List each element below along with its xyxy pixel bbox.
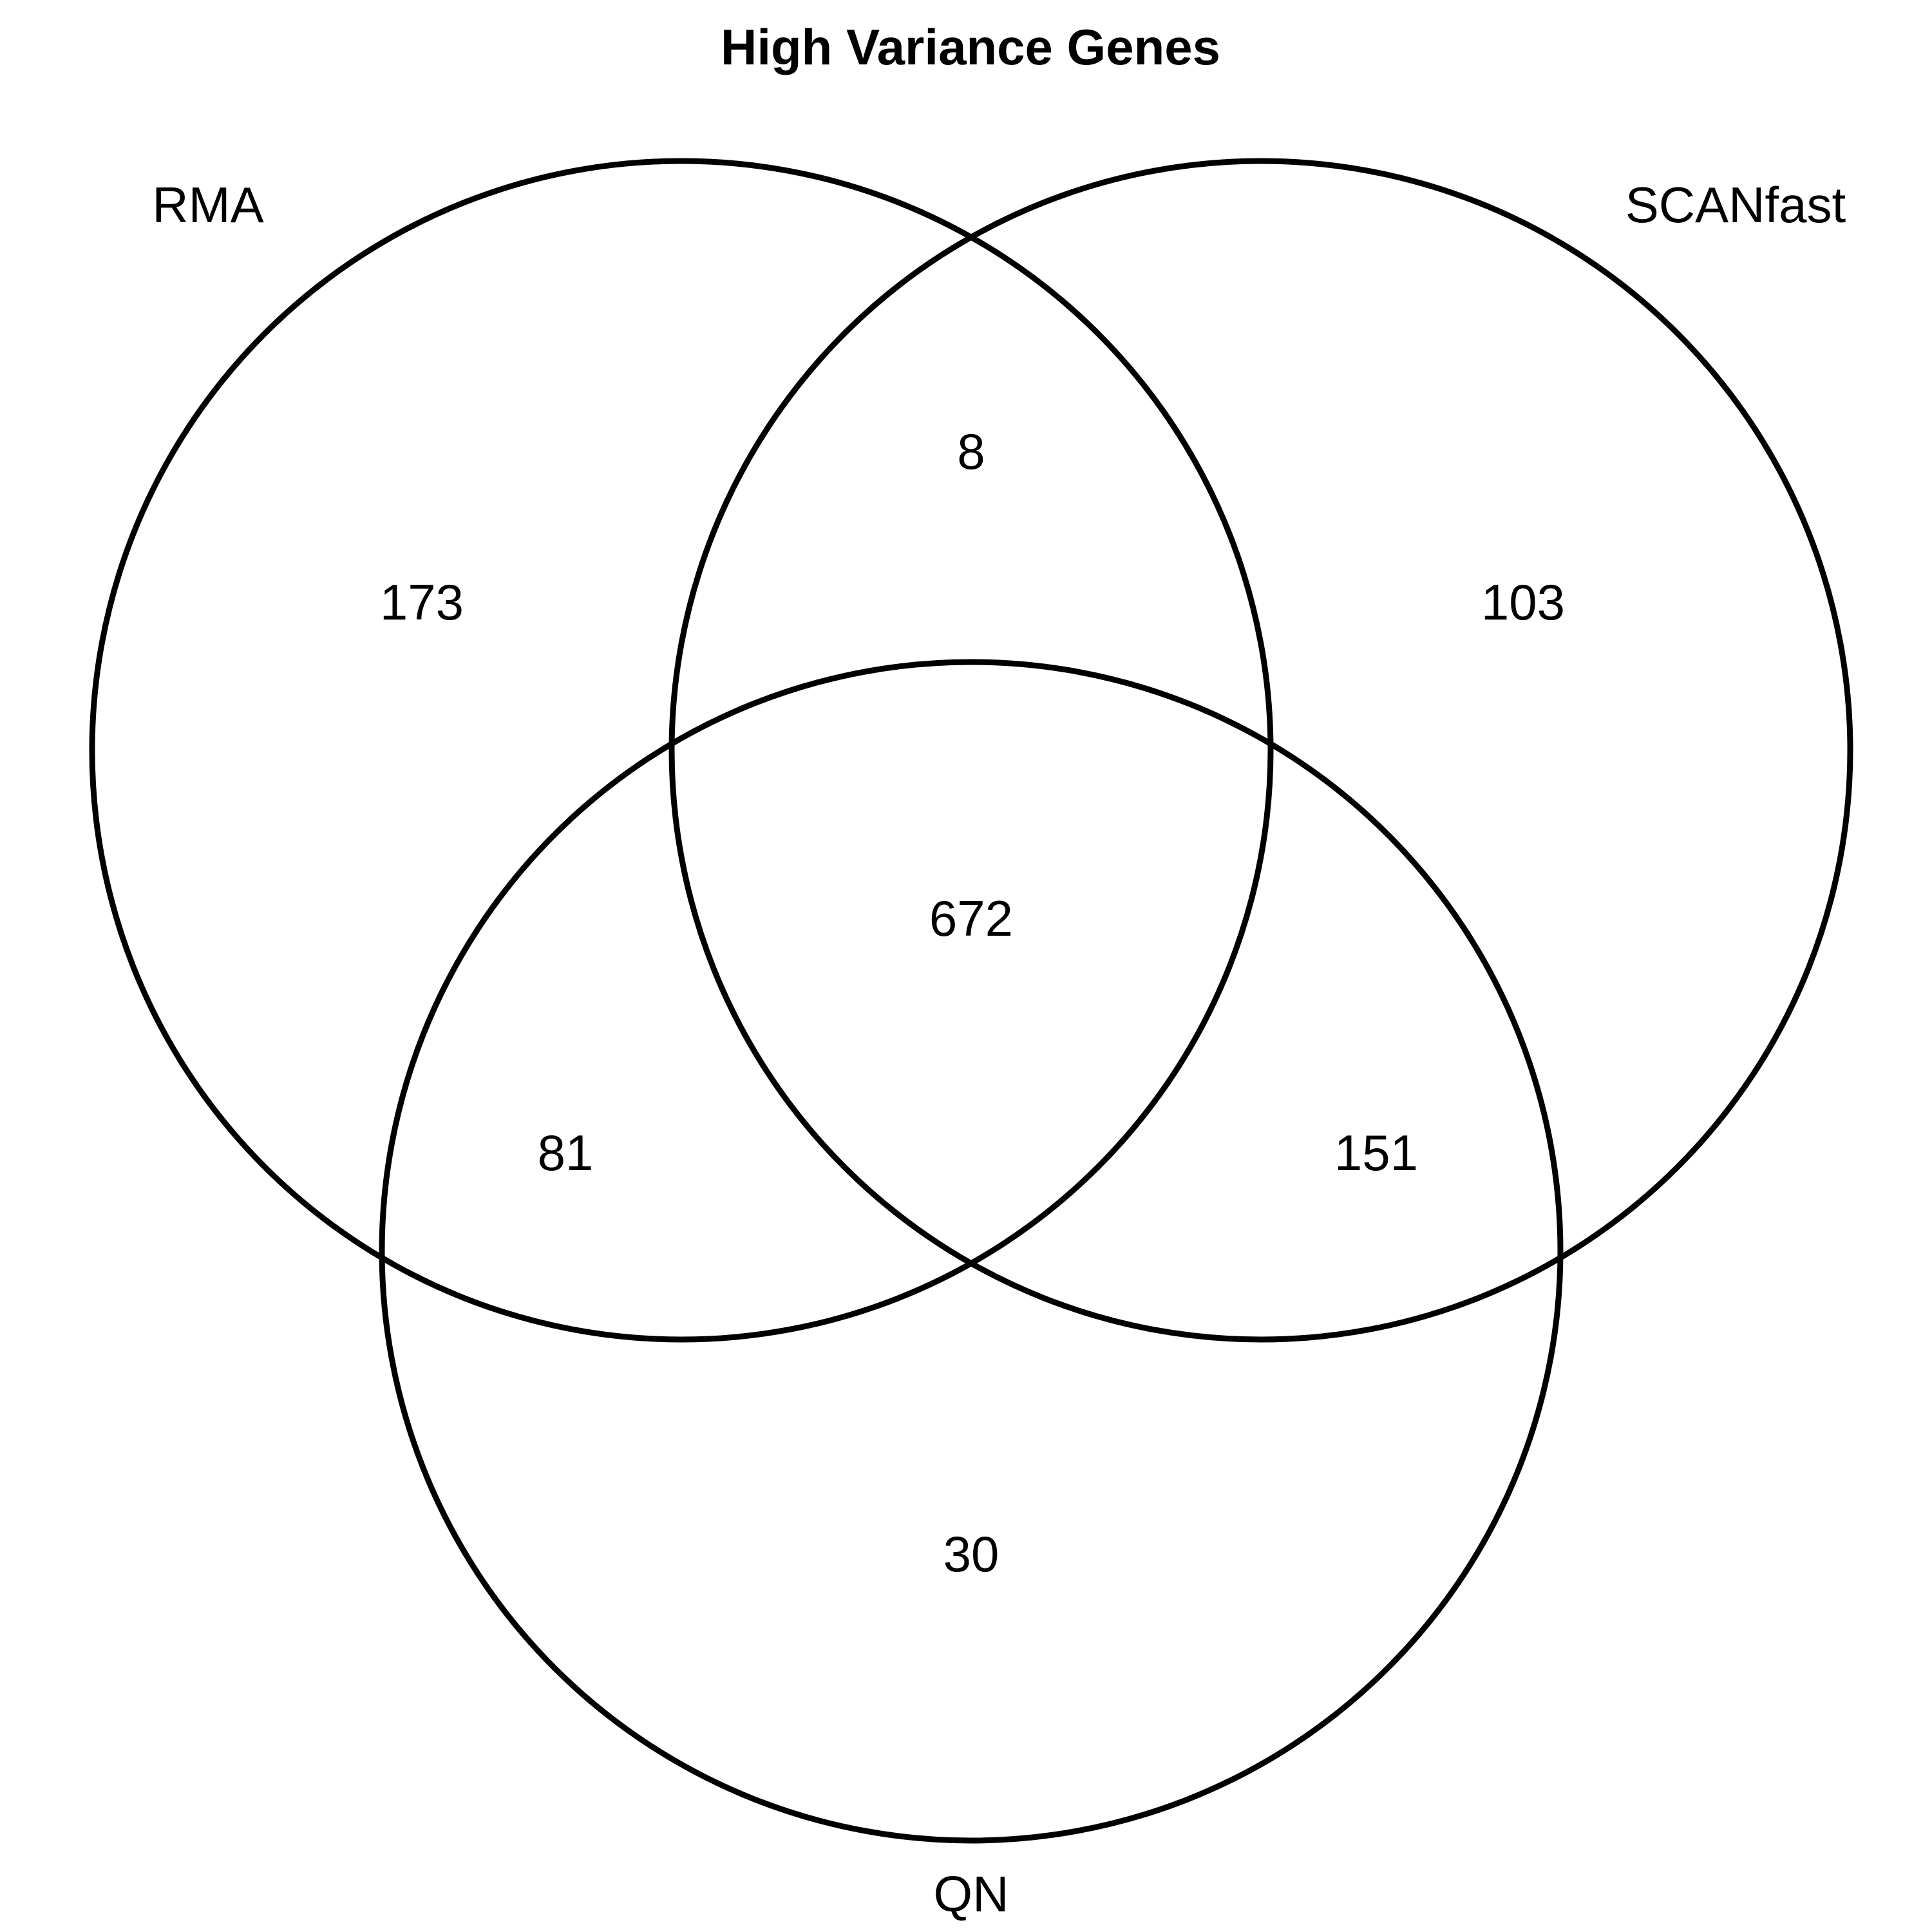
count-scanfast-only: 103 (1481, 574, 1565, 630)
count-rma-scanfast: 8 (957, 423, 985, 480)
count-qn-only: 30 (943, 1526, 999, 1582)
set-label-rma: RMA (152, 176, 263, 233)
set-label-scanfast: SCANfast (1625, 176, 1846, 233)
count-all-three: 672 (929, 890, 1013, 947)
count-scanfast-qn: 151 (1334, 1124, 1418, 1181)
circle-qn (379, 659, 1564, 1844)
circle-rma (89, 158, 1274, 1343)
circle-scanfast (668, 158, 1853, 1343)
count-rma-only: 173 (380, 574, 464, 630)
diagram-title: High Variance Genes (721, 19, 1220, 75)
set-label-qn: QN (934, 1866, 1009, 1922)
count-rma-qn: 81 (538, 1124, 594, 1181)
